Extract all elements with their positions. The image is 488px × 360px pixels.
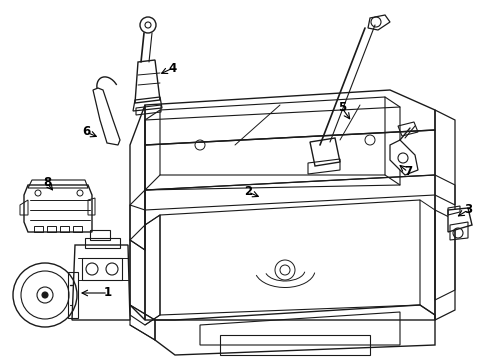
Polygon shape [72, 245, 130, 320]
Text: 7: 7 [403, 166, 411, 179]
Bar [60, 226, 69, 232]
Text: 1: 1 [104, 287, 112, 300]
Polygon shape [93, 88, 120, 145]
Text: 8: 8 [43, 176, 51, 189]
Polygon shape [367, 15, 389, 30]
Bar [34, 226, 43, 232]
Text: 4: 4 [168, 62, 177, 75]
Bar [73, 226, 82, 232]
Polygon shape [389, 140, 417, 175]
Polygon shape [309, 138, 339, 166]
Bar [47, 226, 56, 232]
Text: 6: 6 [81, 126, 90, 139]
Polygon shape [24, 185, 92, 232]
Text: 3: 3 [463, 203, 471, 216]
Text: 2: 2 [244, 185, 251, 198]
Polygon shape [447, 208, 471, 232]
Circle shape [42, 292, 48, 298]
Polygon shape [135, 60, 160, 103]
Text: 5: 5 [337, 102, 346, 114]
